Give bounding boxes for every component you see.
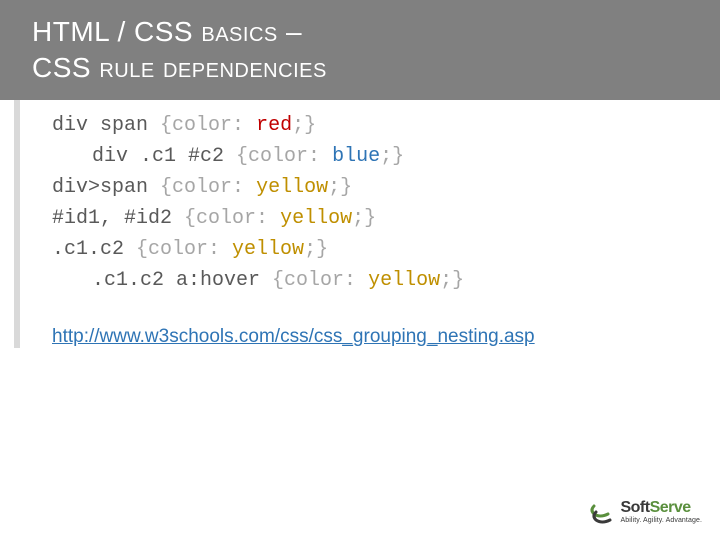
css-value: red	[244, 114, 292, 137]
css-selector: .c1.c2 a:hover	[92, 269, 272, 292]
code-line: .c1.c2 {color: yellow;}	[52, 234, 720, 265]
open-brace: {	[136, 238, 148, 261]
logo-name-accent: Serve	[650, 499, 691, 516]
open-brace: {	[236, 145, 248, 168]
logo-text: SoftServe Ability. Agility. Advantage.	[620, 500, 702, 524]
css-property: color:	[148, 238, 220, 261]
title-line2-sc: rule dependencies	[99, 52, 326, 83]
logo-mark-icon	[588, 498, 616, 526]
css-value: yellow	[268, 207, 352, 230]
title-line2-prefix: CSS	[32, 52, 99, 83]
code-line: div span {color: red;}	[52, 110, 720, 141]
title-line1-sc: basics	[201, 16, 277, 47]
css-property: color:	[284, 269, 356, 292]
close-brace: ;}	[352, 207, 376, 230]
code-line: .c1.c2 a:hover {color: yellow;}	[52, 265, 720, 296]
open-brace: {	[272, 269, 284, 292]
slide-body: div span {color: red;}div .c1 #c2 {color…	[14, 100, 720, 348]
slide-title: HTML / CSS basics – CSS rule dependencie…	[32, 14, 720, 87]
code-line: div>span {color: yellow;}	[52, 172, 720, 203]
code-line: #id1, #id2 {color: yellow;}	[52, 203, 720, 234]
logo-name: SoftServe	[620, 500, 702, 516]
css-property: color:	[172, 114, 244, 137]
close-brace: ;}	[292, 114, 316, 137]
logo-name-prefix: Soft	[620, 499, 649, 516]
css-code-block: div span {color: red;}div .c1 #c2 {color…	[52, 110, 720, 296]
css-value: yellow	[244, 176, 328, 199]
css-value: yellow	[356, 269, 440, 292]
reference-link[interactable]: http://www.w3schools.com/css/css_groupin…	[52, 326, 535, 347]
close-brace: ;}	[304, 238, 328, 261]
css-property: color:	[196, 207, 268, 230]
title-line1-suffix: –	[278, 16, 302, 47]
css-value: yellow	[220, 238, 304, 261]
css-selector: div span	[52, 114, 160, 137]
softserve-logo: SoftServe Ability. Agility. Advantage.	[588, 498, 702, 526]
css-selector: div>span	[52, 176, 160, 199]
code-line: div .c1 #c2 {color: blue;}	[52, 141, 720, 172]
css-property: color:	[248, 145, 320, 168]
css-property: color:	[172, 176, 244, 199]
open-brace: {	[160, 114, 172, 137]
close-brace: ;}	[328, 176, 352, 199]
open-brace: {	[160, 176, 172, 199]
css-selector: .c1.c2	[52, 238, 136, 261]
title-band: HTML / CSS basics – CSS rule dependencie…	[0, 0, 720, 100]
logo-tagline: Ability. Agility. Advantage.	[620, 517, 702, 524]
css-value: blue	[320, 145, 380, 168]
title-line1-prefix: HTML / CSS	[32, 16, 201, 47]
css-selector: #id1, #id2	[52, 207, 184, 230]
close-brace: ;}	[380, 145, 404, 168]
spacer	[52, 296, 720, 326]
close-brace: ;}	[440, 269, 464, 292]
css-selector: div .c1 #c2	[92, 145, 236, 168]
open-brace: {	[184, 207, 196, 230]
